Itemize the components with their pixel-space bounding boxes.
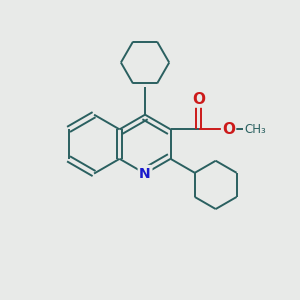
Text: N: N [139,167,151,181]
Text: O: O [222,122,235,137]
Text: O: O [192,92,205,106]
Text: CH₃: CH₃ [244,123,266,136]
